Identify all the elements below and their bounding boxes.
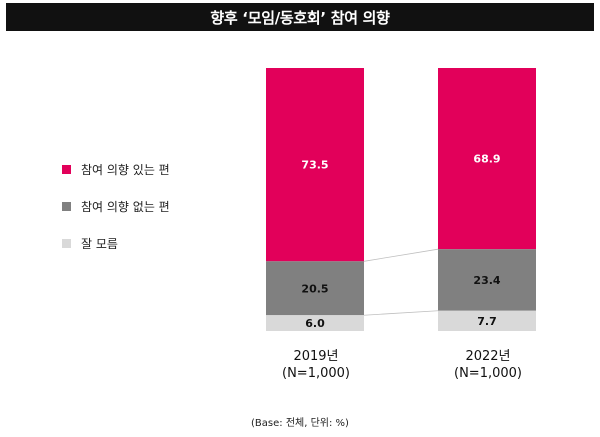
legend-item-dont-know: 잘 모름 bbox=[62, 234, 170, 252]
data-label-2019-s2: 6.0 bbox=[305, 317, 325, 330]
footnote: (Base: 전체, 단위: %) bbox=[251, 418, 349, 429]
bar-segment-2022-s0 bbox=[438, 68, 536, 250]
legend-swatch-not-participate bbox=[62, 201, 71, 211]
category-label-2022: 2022년 (N=1,000) bbox=[408, 348, 568, 382]
connector-line-1 bbox=[363, 310, 439, 316]
legend-swatch-dont-know bbox=[62, 238, 71, 248]
chart-title: 향후 ‘모임/동호회’ 참여 의향 bbox=[6, 3, 594, 31]
bar-segment-2019-s1 bbox=[266, 261, 364, 316]
legend-label-not-participate: 참여 의향 없는 편 bbox=[81, 199, 170, 214]
legend-label-dont-know: 잘 모름 bbox=[81, 236, 118, 251]
legend-item-participate: 참여 의향 있는 편 bbox=[62, 160, 170, 178]
legend-swatch-participate bbox=[62, 164, 71, 174]
data-label-2019-s1: 20.5 bbox=[301, 282, 328, 295]
legend: 참여 의향 있는 편 참여 의향 없는 편 잘 모름 bbox=[62, 160, 170, 271]
data-label-2022-s1: 23.4 bbox=[473, 274, 500, 287]
category-sample-2019: (N=1,000) bbox=[282, 366, 350, 381]
category-year-2019: 2019년 bbox=[293, 349, 339, 364]
category-year-2022: 2022년 bbox=[465, 349, 511, 364]
legend-label-participate: 참여 의향 있는 편 bbox=[81, 162, 170, 177]
category-sample-2022: (N=1,000) bbox=[454, 366, 522, 381]
category-label-2019: 2019년 (N=1,000) bbox=[236, 348, 396, 382]
bar-segment-2022-s1 bbox=[438, 249, 536, 311]
data-label-2022-s2: 7.7 bbox=[477, 315, 497, 328]
data-label-2019-s0: 73.5 bbox=[301, 159, 328, 172]
bar-segment-2019-s2 bbox=[266, 315, 364, 331]
bar-segment-2022-s2 bbox=[438, 310, 536, 331]
data-label-2022-s0: 68.9 bbox=[473, 153, 500, 166]
connector-line-0 bbox=[363, 248, 439, 262]
bar-segment-2019-s0 bbox=[266, 68, 364, 262]
legend-item-not-participate: 참여 의향 없는 편 bbox=[62, 197, 170, 215]
